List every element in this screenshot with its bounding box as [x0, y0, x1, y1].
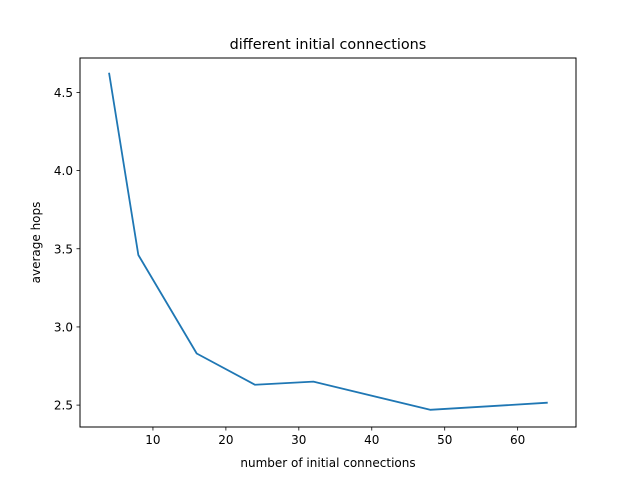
- chart-title: different initial connections: [230, 37, 427, 53]
- x-tick-label: 30: [291, 433, 306, 447]
- plot-area: [108, 72, 548, 411]
- x-tick-label: 10: [145, 433, 160, 447]
- x-tick-label: 40: [364, 433, 379, 447]
- y-axis-label: average hops: [29, 202, 43, 284]
- x-axis-label: number of initial connections: [240, 456, 415, 470]
- x-tick-label: 20: [218, 433, 233, 447]
- y-tick-label: 4.0: [54, 164, 73, 178]
- series-line: [108, 72, 548, 411]
- axis-ticks: 10 20 30 40 50 60 2.5 3.0 3.5 4.0 4.5: [54, 86, 525, 447]
- y-tick-label: 2.5: [54, 399, 73, 413]
- axes-frame: [79, 57, 577, 428]
- y-tick-label: 3.5: [54, 242, 73, 256]
- y-tick-label: 3.0: [54, 320, 73, 334]
- x-tick-label: 50: [437, 433, 452, 447]
- x-tick-label: 60: [510, 433, 525, 447]
- y-tick-label: 4.5: [54, 86, 73, 100]
